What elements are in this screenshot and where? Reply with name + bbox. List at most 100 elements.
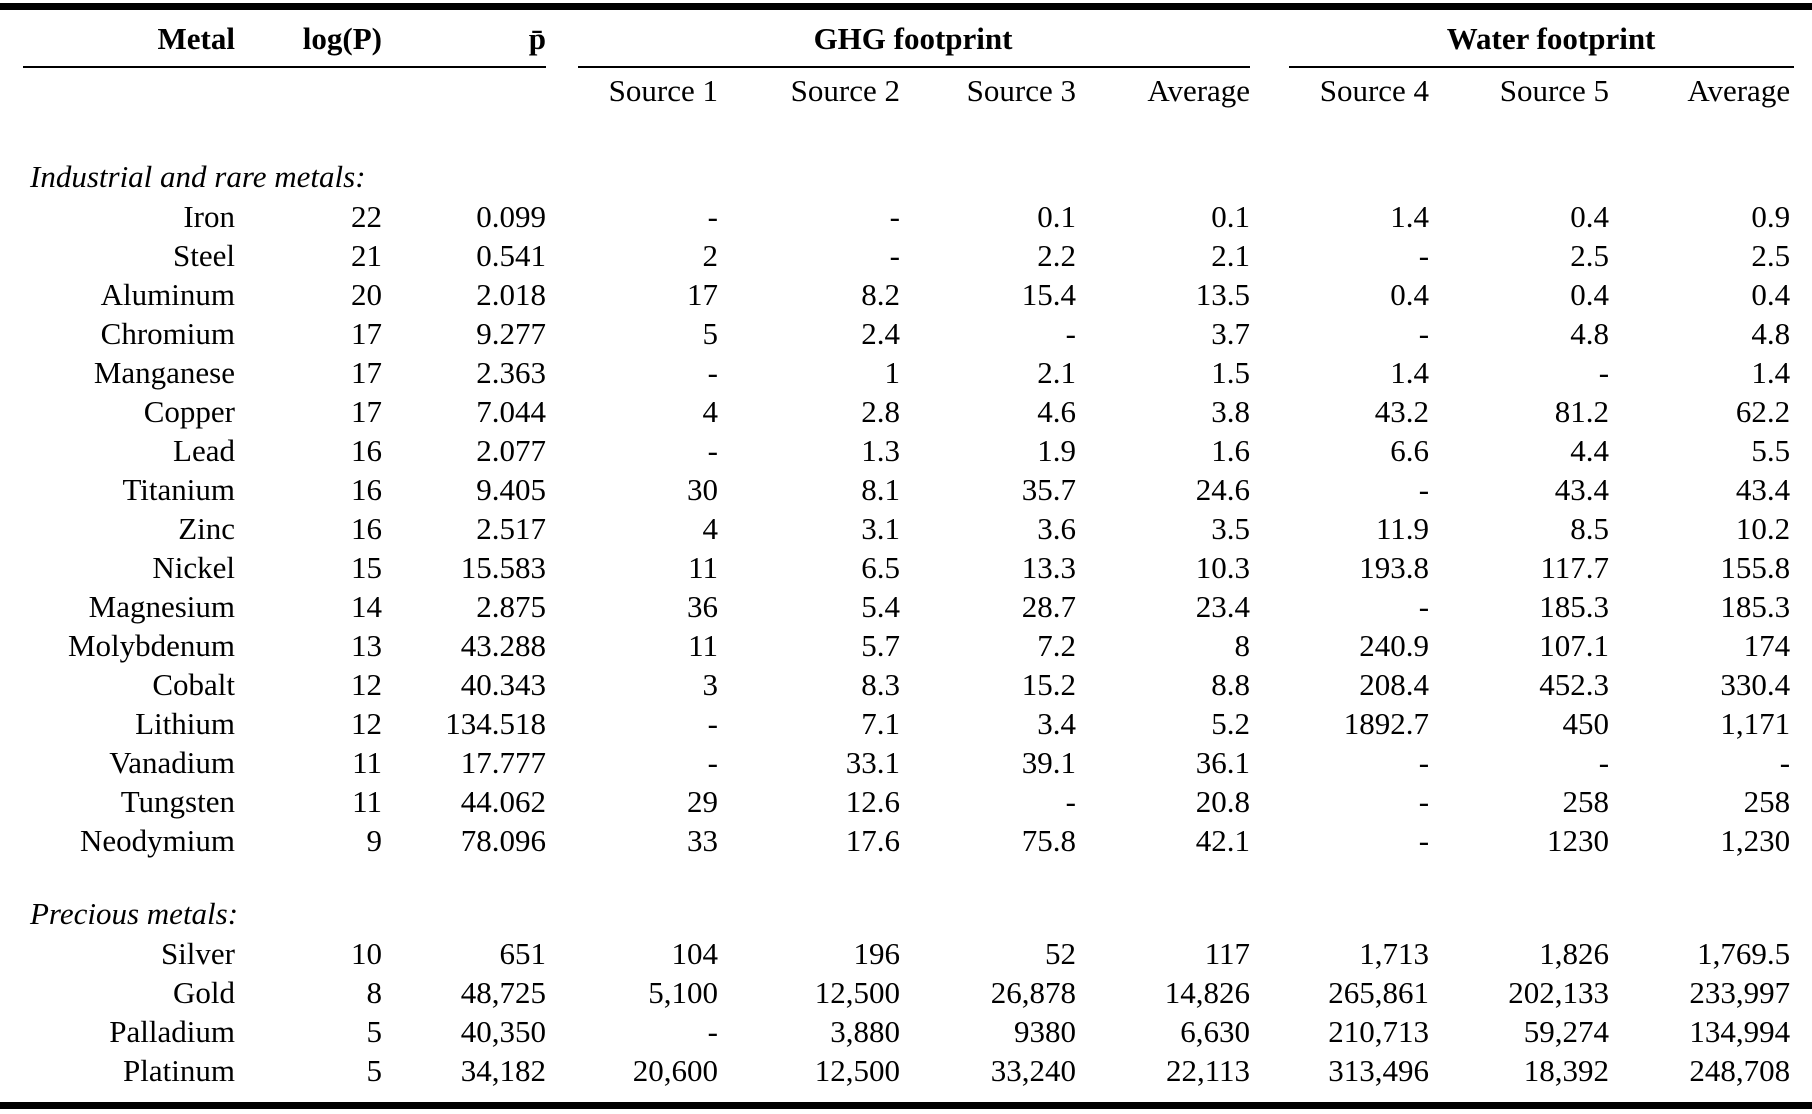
metal-name-cell: Neodymium	[80, 822, 235, 858]
value-cell: 2.5	[1570, 237, 1610, 273]
value-cell: 8	[366, 974, 383, 1010]
metal-name-cell: Palladium	[109, 1013, 235, 1049]
empty-header-cell	[0, 68, 546, 113]
value-cell: 5,100	[648, 974, 718, 1010]
value-cell: -	[1418, 237, 1430, 273]
value-cell: 3.8	[1211, 393, 1251, 429]
col-header-source1: Source 1	[608, 72, 718, 108]
value-cell: 0.541	[476, 237, 546, 273]
value-cell: 3.1	[861, 510, 900, 546]
value-cell: 452.3	[1539, 666, 1610, 702]
value-cell: 40,350	[460, 1013, 546, 1049]
header-rule	[382, 66, 546, 68]
water-group-rule	[1289, 66, 1795, 68]
value-cell: 62.2	[1735, 393, 1791, 429]
value-cell: 22,113	[1165, 1052, 1251, 1088]
value-cell: 9	[366, 822, 383, 858]
value-cell: -	[707, 744, 718, 780]
value-cell: 1.6	[1211, 432, 1251, 468]
value-cell: -	[1065, 783, 1076, 819]
value-cell: 4.6	[1037, 393, 1076, 429]
value-cell: 1.5	[1211, 354, 1251, 390]
table-row: Molybdenum 13 43.288 11 5.7 7.2 8 240.9 107.1 174	[0, 626, 1812, 665]
value-cell: 10.2	[1735, 510, 1791, 546]
value-cell: -	[707, 432, 718, 468]
value-cell: 5.7	[861, 627, 900, 663]
value-cell: 6,630	[1180, 1013, 1251, 1049]
value-cell: 23.4	[1195, 588, 1251, 624]
value-cell: 17	[351, 315, 382, 351]
value-cell: 17.6	[845, 822, 900, 858]
spacer-row	[0, 113, 1812, 157]
col-header-logp: log(P)	[235, 7, 382, 68]
value-cell: 107.1	[1539, 627, 1610, 663]
value-cell: 196	[853, 935, 901, 971]
value-cell: 313,496	[1328, 1052, 1430, 1088]
value-cell: 330.4	[1720, 666, 1791, 702]
value-cell: 44.062	[460, 783, 546, 819]
value-cell: 3.6	[1037, 510, 1076, 546]
value-cell: 240.9	[1359, 627, 1430, 663]
value-cell: 20.8	[1195, 783, 1251, 819]
value-cell: 36.1	[1195, 744, 1251, 780]
value-cell: 15.583	[460, 549, 546, 585]
value-cell: 13	[351, 627, 382, 663]
metal-name-cell: Platinum	[123, 1052, 235, 1088]
value-cell: 11	[688, 549, 718, 585]
value-cell: 81.2	[1554, 393, 1610, 429]
value-cell: 43.4	[1554, 471, 1610, 507]
col-header-source3: Source 3	[966, 72, 1076, 108]
value-cell: 13.5	[1195, 276, 1251, 312]
table-row: Silver 10 651 104 196 52 117 1,713 1,826 1,769.5	[0, 934, 1812, 973]
table-row: Chromium 17 9.277 5 2.4 - 3.7 - 4.8 4.8	[0, 314, 1812, 353]
value-cell: 28.7	[1021, 588, 1076, 624]
value-cell: -	[1418, 822, 1430, 858]
value-cell: 43.2	[1374, 393, 1430, 429]
value-cell: 20	[351, 276, 382, 312]
value-cell: 17	[351, 393, 382, 429]
value-cell: 2.1	[1211, 237, 1251, 273]
value-cell: 35.7	[1021, 471, 1076, 507]
value-cell: 36	[687, 588, 718, 624]
logp-header-label: log(P)	[302, 21, 382, 56]
value-cell: 17	[351, 354, 382, 390]
value-cell: 18,392	[1523, 1052, 1610, 1088]
value-cell: -	[1418, 471, 1430, 507]
value-cell: 8.5	[1570, 510, 1610, 546]
value-cell: 11	[688, 627, 718, 663]
value-cell: 4	[702, 393, 719, 429]
value-cell: 258	[1562, 783, 1610, 819]
table-row: Platinum 5 34,182 20,600 12,500 33,240 22,113 3…	[0, 1051, 1812, 1090]
section-label: Industrial and rare metals:	[30, 159, 366, 194]
value-cell: 2.8	[861, 393, 900, 429]
value-cell: 0.1	[1211, 198, 1251, 234]
value-cell: 43.288	[460, 627, 546, 663]
metal-name-cell: Manganese	[93, 354, 235, 390]
table-row: Manganese 17 2.363 - 1 2.1 1.5 1.4 - 1.4	[0, 353, 1812, 392]
source-header-row: Source 1 Source 2 Source 3 Average Sourc…	[0, 68, 1812, 113]
value-cell: 2.2	[1037, 237, 1076, 273]
value-cell: 117	[1204, 935, 1251, 971]
value-cell: 6.6	[1390, 432, 1430, 468]
table-row: Cobalt 12 40.343 3 8.3 15.2 8.8 208.4 452.3 330.4	[0, 665, 1812, 704]
section-header-row: Precious metals:	[0, 894, 1812, 934]
value-cell: 75.8	[1021, 822, 1076, 858]
value-cell: 8.1	[861, 471, 900, 507]
value-cell: -	[707, 705, 718, 741]
value-cell: 0.4	[1570, 276, 1610, 312]
value-cell: 1,230	[1720, 822, 1791, 858]
table-row: Aluminum 20 2.018 17 8.2 15.4 13.5 0.4 0.4 0.4	[0, 275, 1812, 314]
table-row: Magnesium 14 2.875 36 5.4 28.7 23.4 - 185.3 185.3	[0, 587, 1812, 626]
value-cell: 15.2	[1021, 666, 1076, 702]
col-group-ghg: GHG footprint	[546, 7, 1251, 68]
value-cell: 34,182	[460, 1052, 546, 1088]
value-cell: 7.1	[861, 705, 900, 741]
value-cell: 265,861	[1328, 974, 1430, 1010]
col-header-source4: Source 4	[1319, 72, 1430, 108]
value-cell: 1.4	[1390, 198, 1430, 234]
metal-name-cell: Molybdenum	[67, 627, 235, 663]
value-cell: 5.2	[1211, 705, 1251, 741]
value-cell: -	[1065, 315, 1076, 351]
value-cell: 14,826	[1164, 974, 1251, 1010]
value-cell: -	[1418, 783, 1430, 819]
